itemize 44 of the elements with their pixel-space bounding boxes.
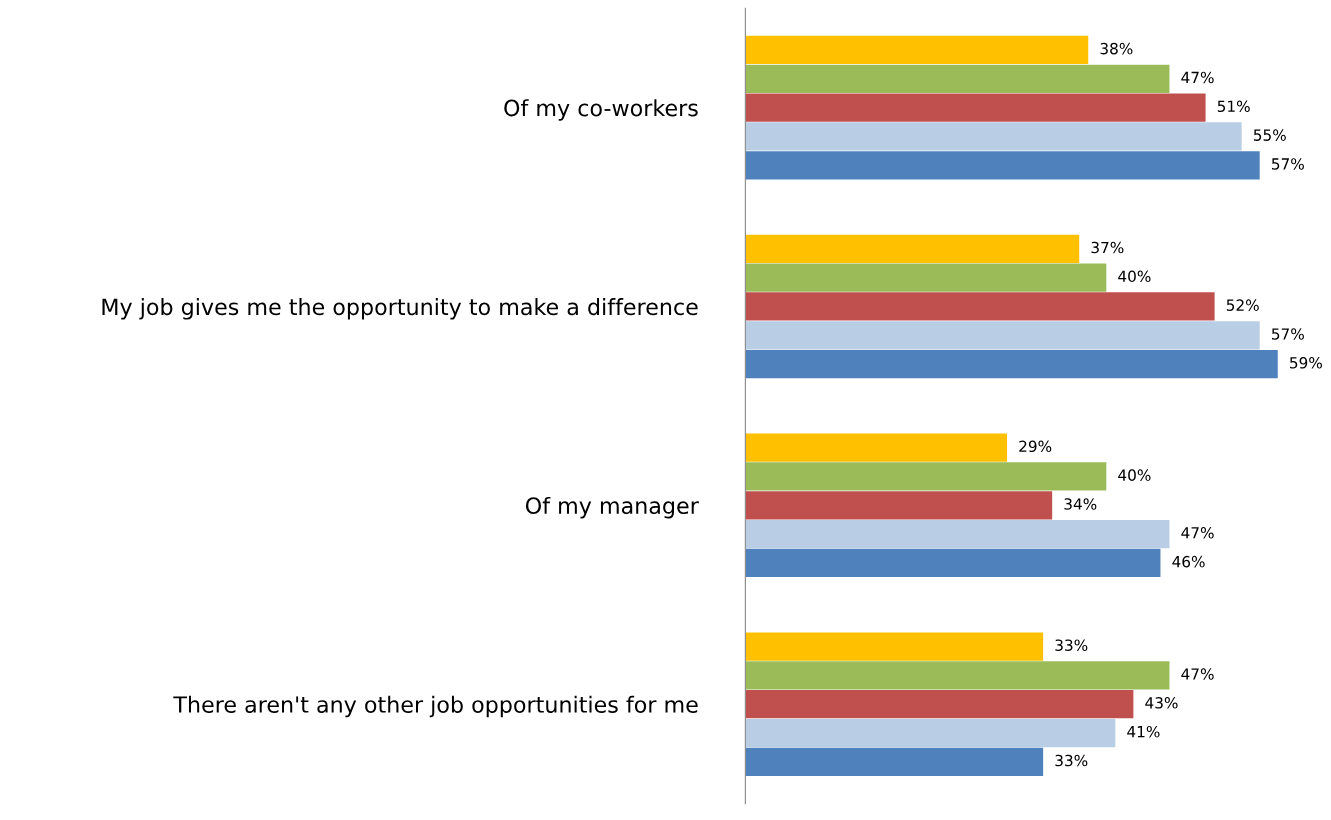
data-label: 40%	[1118, 469, 1151, 481]
y-tick-label: Of my co-workers	[504, 99, 698, 121]
data-label: 52%	[1226, 299, 1259, 311]
data-label: 51%	[1217, 100, 1250, 113]
y-tick-label: Of my manager	[525, 496, 699, 519]
data-label: 34%	[1064, 498, 1097, 510]
data-label: 47%	[1181, 71, 1214, 84]
bar	[745, 35, 1089, 65]
data-label: 37%	[1091, 241, 1124, 254]
bar	[745, 548, 1161, 578]
data-label: 38%	[1100, 42, 1133, 55]
bar	[745, 433, 1008, 462]
data-label: 57%	[1272, 328, 1304, 340]
bar	[745, 747, 1044, 776]
bar	[745, 462, 1107, 491]
bar	[745, 234, 1080, 263]
data-label: 33%	[1055, 639, 1088, 651]
bar	[745, 690, 1134, 719]
bar	[745, 491, 1053, 520]
bar	[745, 64, 1170, 93]
bar	[745, 350, 1278, 379]
y-tick-label: There aren't any other job opportunities for me	[173, 695, 698, 718]
bar	[745, 520, 1170, 549]
bar	[745, 632, 1044, 661]
data-label: 46%	[1172, 555, 1205, 568]
data-label: 40%	[1118, 270, 1151, 283]
bar	[745, 718, 1116, 748]
data-label: 43%	[1145, 697, 1178, 709]
data-label: 55%	[1253, 129, 1286, 141]
data-label: 29%	[1019, 440, 1052, 453]
y-tick-label: My job gives me the opportunity to make a difference	[102, 298, 698, 320]
data-label: 47%	[1181, 668, 1214, 680]
data-label: 33%	[1055, 754, 1088, 767]
bar	[745, 93, 1206, 122]
data-label: 57%	[1272, 158, 1304, 170]
bar	[745, 122, 1242, 151]
data-label: 47%	[1181, 527, 1214, 539]
bar	[745, 661, 1170, 690]
data-label: 41%	[1127, 725, 1160, 738]
bar	[745, 321, 1260, 350]
bar	[745, 151, 1260, 180]
bar	[745, 292, 1215, 321]
bar	[745, 263, 1107, 292]
data-label: 59%	[1290, 357, 1322, 369]
